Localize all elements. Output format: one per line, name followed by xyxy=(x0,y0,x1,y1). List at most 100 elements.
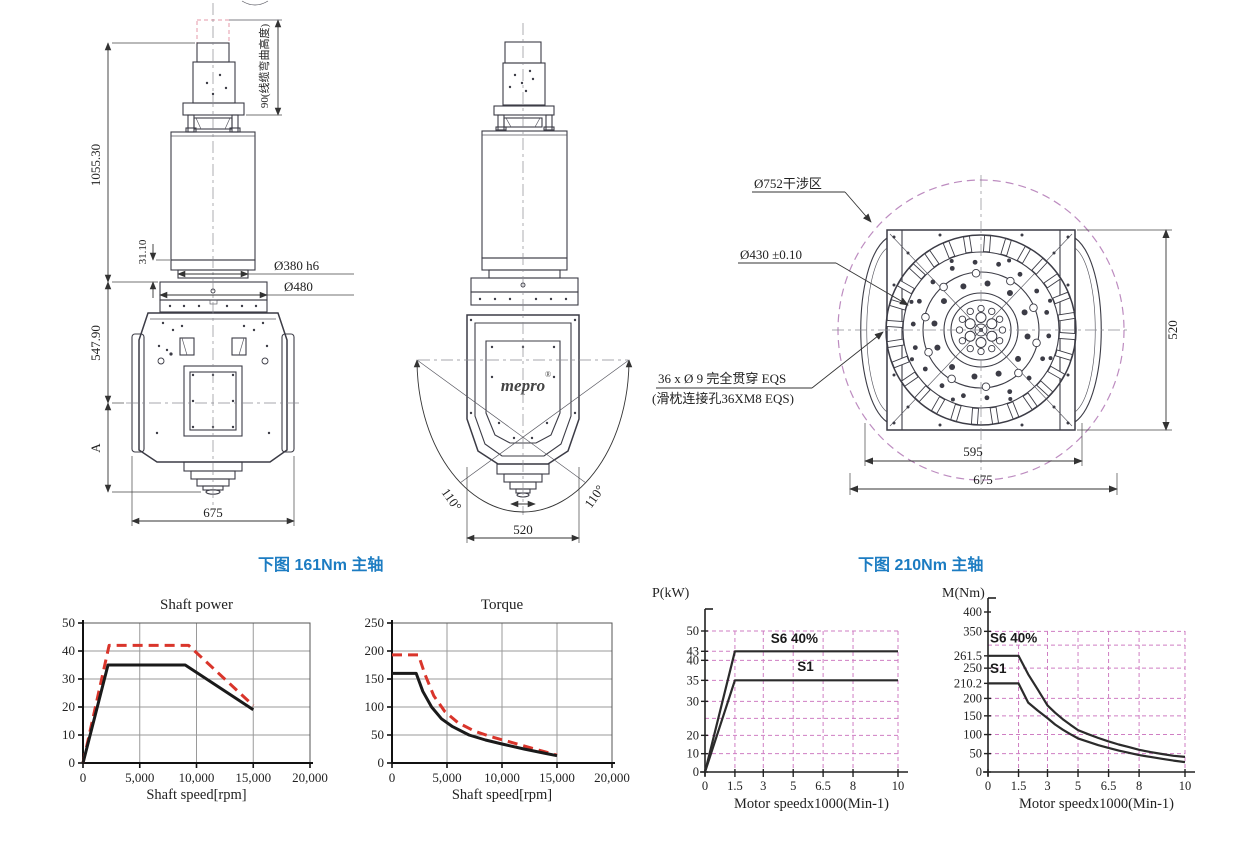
y-tick-label: 200 xyxy=(365,643,385,658)
x-tick-label: 10 xyxy=(1179,779,1192,793)
front-view-drawing: 1055.30 547.90 A 31.10 90(线缆弯曲高度) Ø380 h… xyxy=(88,0,354,526)
y-tick-label: 30 xyxy=(62,671,75,686)
y-tick-label: 400 xyxy=(963,605,982,619)
chart-title: Torque xyxy=(481,597,524,613)
y-tick-label: 0 xyxy=(693,765,699,779)
y-tick-label: 10 xyxy=(62,727,75,742)
y-tick-label: 210.2 xyxy=(954,676,982,690)
dim-plate-height: 520 xyxy=(1165,320,1180,340)
right-side-pod xyxy=(281,333,295,453)
y-tick-label: 150 xyxy=(365,671,385,686)
y-tick-label: 200 xyxy=(963,691,982,705)
y-tick-label: 0 xyxy=(976,765,982,779)
dim-mid-height: 547.90 xyxy=(88,325,103,361)
series-line xyxy=(81,643,255,764)
x-tick-label: 5 xyxy=(790,779,796,793)
chart-title: Shaft power xyxy=(160,597,233,613)
x-tick-label: 3 xyxy=(760,779,766,793)
series-label: S1 xyxy=(990,661,1007,676)
x-tick-label: 5,000 xyxy=(125,770,154,785)
series-line xyxy=(81,663,255,764)
cutoff-circle-arc xyxy=(241,0,269,6)
x-axis-label: Shaft speed[rpm] xyxy=(452,787,552,803)
series-line xyxy=(392,653,558,757)
series-line xyxy=(988,654,1186,758)
flange-bolt-rings xyxy=(886,235,1076,425)
swivel-arc xyxy=(413,359,633,513)
dim-d380: Ø380 h6 xyxy=(274,258,320,273)
callout-holes-line1: 36 x Ø 9 完全贯穿 EQS xyxy=(658,371,786,386)
top-view-drawing: Ø752干涉区 Ø430 ±0.10 36 x Ø 9 完全贯穿 EQS (滑枕… xyxy=(652,175,1180,495)
section-title-161nm: 下图 161Nm 主轴 xyxy=(258,557,384,574)
x-tick-label: 6.5 xyxy=(815,779,831,793)
x-tick-label: 8 xyxy=(850,779,856,793)
top-view-dimensions: 520 595 675 xyxy=(849,229,1180,495)
plate-bolt-dots xyxy=(892,233,1070,427)
y-tick-label: 40 xyxy=(687,653,700,667)
x-tick-label: 10,000 xyxy=(179,770,215,785)
dim-a: A xyxy=(88,443,103,453)
flange-outline xyxy=(832,175,1130,485)
y-tick-label: 30 xyxy=(687,694,700,708)
chart-1: 0 10 20 30 40 50 0 5,000 10,000 15,000 20,000 Shaft… xyxy=(62,597,328,803)
callout-bolt-circle: Ø430 ±0.10 xyxy=(740,247,802,262)
x-axis-label: Shaft speed[rpm] xyxy=(146,787,246,803)
x-tick-label: 1.5 xyxy=(727,779,743,793)
y-tick-label: 50 xyxy=(62,615,75,630)
y-tick-label: 50 xyxy=(687,624,700,638)
x-tick-label: 3 xyxy=(1044,779,1050,793)
angle-left-label: 110° xyxy=(439,485,465,513)
y-tick-label: 250 xyxy=(963,661,982,675)
side-view-dimensions: 520 xyxy=(466,467,580,543)
dim-width-inner: 595 xyxy=(963,444,983,459)
x-tick-label: 10,000 xyxy=(484,770,520,785)
front-view-dimensions: 1055.30 547.90 A 31.10 90(线缆弯曲高度) Ø380 h… xyxy=(88,19,354,526)
dim-cable-height: 90(线缆弯曲高度) xyxy=(257,24,271,109)
callout-interference: Ø752干涉区 xyxy=(754,176,822,191)
dim-total-height: 1055.30 xyxy=(88,144,103,186)
series-line xyxy=(703,650,898,773)
left-side-pod xyxy=(131,333,145,453)
dim-width-outer: 675 xyxy=(973,472,993,487)
x-tick-label: 20,000 xyxy=(292,770,328,785)
section-title-210nm: 下图 210Nm 主轴 xyxy=(858,557,984,574)
dim-front-width: 675 xyxy=(203,505,223,520)
y-tick-label: 100 xyxy=(963,728,982,742)
x-tick-label: 20,000 xyxy=(594,770,630,785)
y-tick-label: 150 xyxy=(963,709,982,723)
y-tick-label: 10 xyxy=(687,747,700,761)
y-tick-label: 35 xyxy=(687,673,700,687)
x-tick-label: 0 xyxy=(389,770,396,785)
x-tick-label: 5,000 xyxy=(432,770,461,785)
chart-2: 0 50 100 150 200 250 0 5,000 10,000 15,000 20,000 T… xyxy=(365,597,630,803)
y-tick-label: 40 xyxy=(62,643,75,658)
x-tick-label: 1.5 xyxy=(1011,779,1027,793)
x-axis-label: Motor speedx1000(Min-1) xyxy=(1019,796,1174,812)
y-tick-label: 43 xyxy=(687,644,700,658)
dim-step: 31.10 xyxy=(137,239,149,264)
series-line xyxy=(392,671,558,758)
x-tick-label: 8 xyxy=(1136,779,1142,793)
series-label: S6 40% xyxy=(990,630,1037,645)
y-tick-label: 20 xyxy=(687,728,700,742)
side-view-drawing: mepro ® 110° 110° 520 xyxy=(413,23,633,543)
y-axis-label: P(kW) xyxy=(652,586,690,601)
series-label: S1 xyxy=(797,659,814,674)
y-tick-label: 0 xyxy=(69,755,76,770)
x-axis-label: Motor speedx1000(Min-1) xyxy=(734,796,889,812)
top-view-callouts: Ø752干涉区 Ø430 ±0.10 36 x Ø 9 完全贯穿 EQS (滑枕… xyxy=(652,176,909,406)
x-tick-label: 10 xyxy=(892,779,905,793)
y-tick-label: 50 xyxy=(970,747,983,761)
x-tick-label: 0 xyxy=(80,770,87,785)
dim-side-width: 520 xyxy=(513,522,533,537)
dim-d480: Ø480 xyxy=(284,279,313,294)
y-tick-label: 20 xyxy=(62,699,75,714)
y-axis-label: M(Nm) xyxy=(942,586,985,601)
spindle-side-outline: mepro ® xyxy=(418,23,628,515)
y-tick-label: 261.5 xyxy=(954,649,982,663)
y-tick-label: 250 xyxy=(365,615,385,630)
y-tick-label: 100 xyxy=(365,699,385,714)
mepro-logo-mark: ® xyxy=(545,370,551,379)
